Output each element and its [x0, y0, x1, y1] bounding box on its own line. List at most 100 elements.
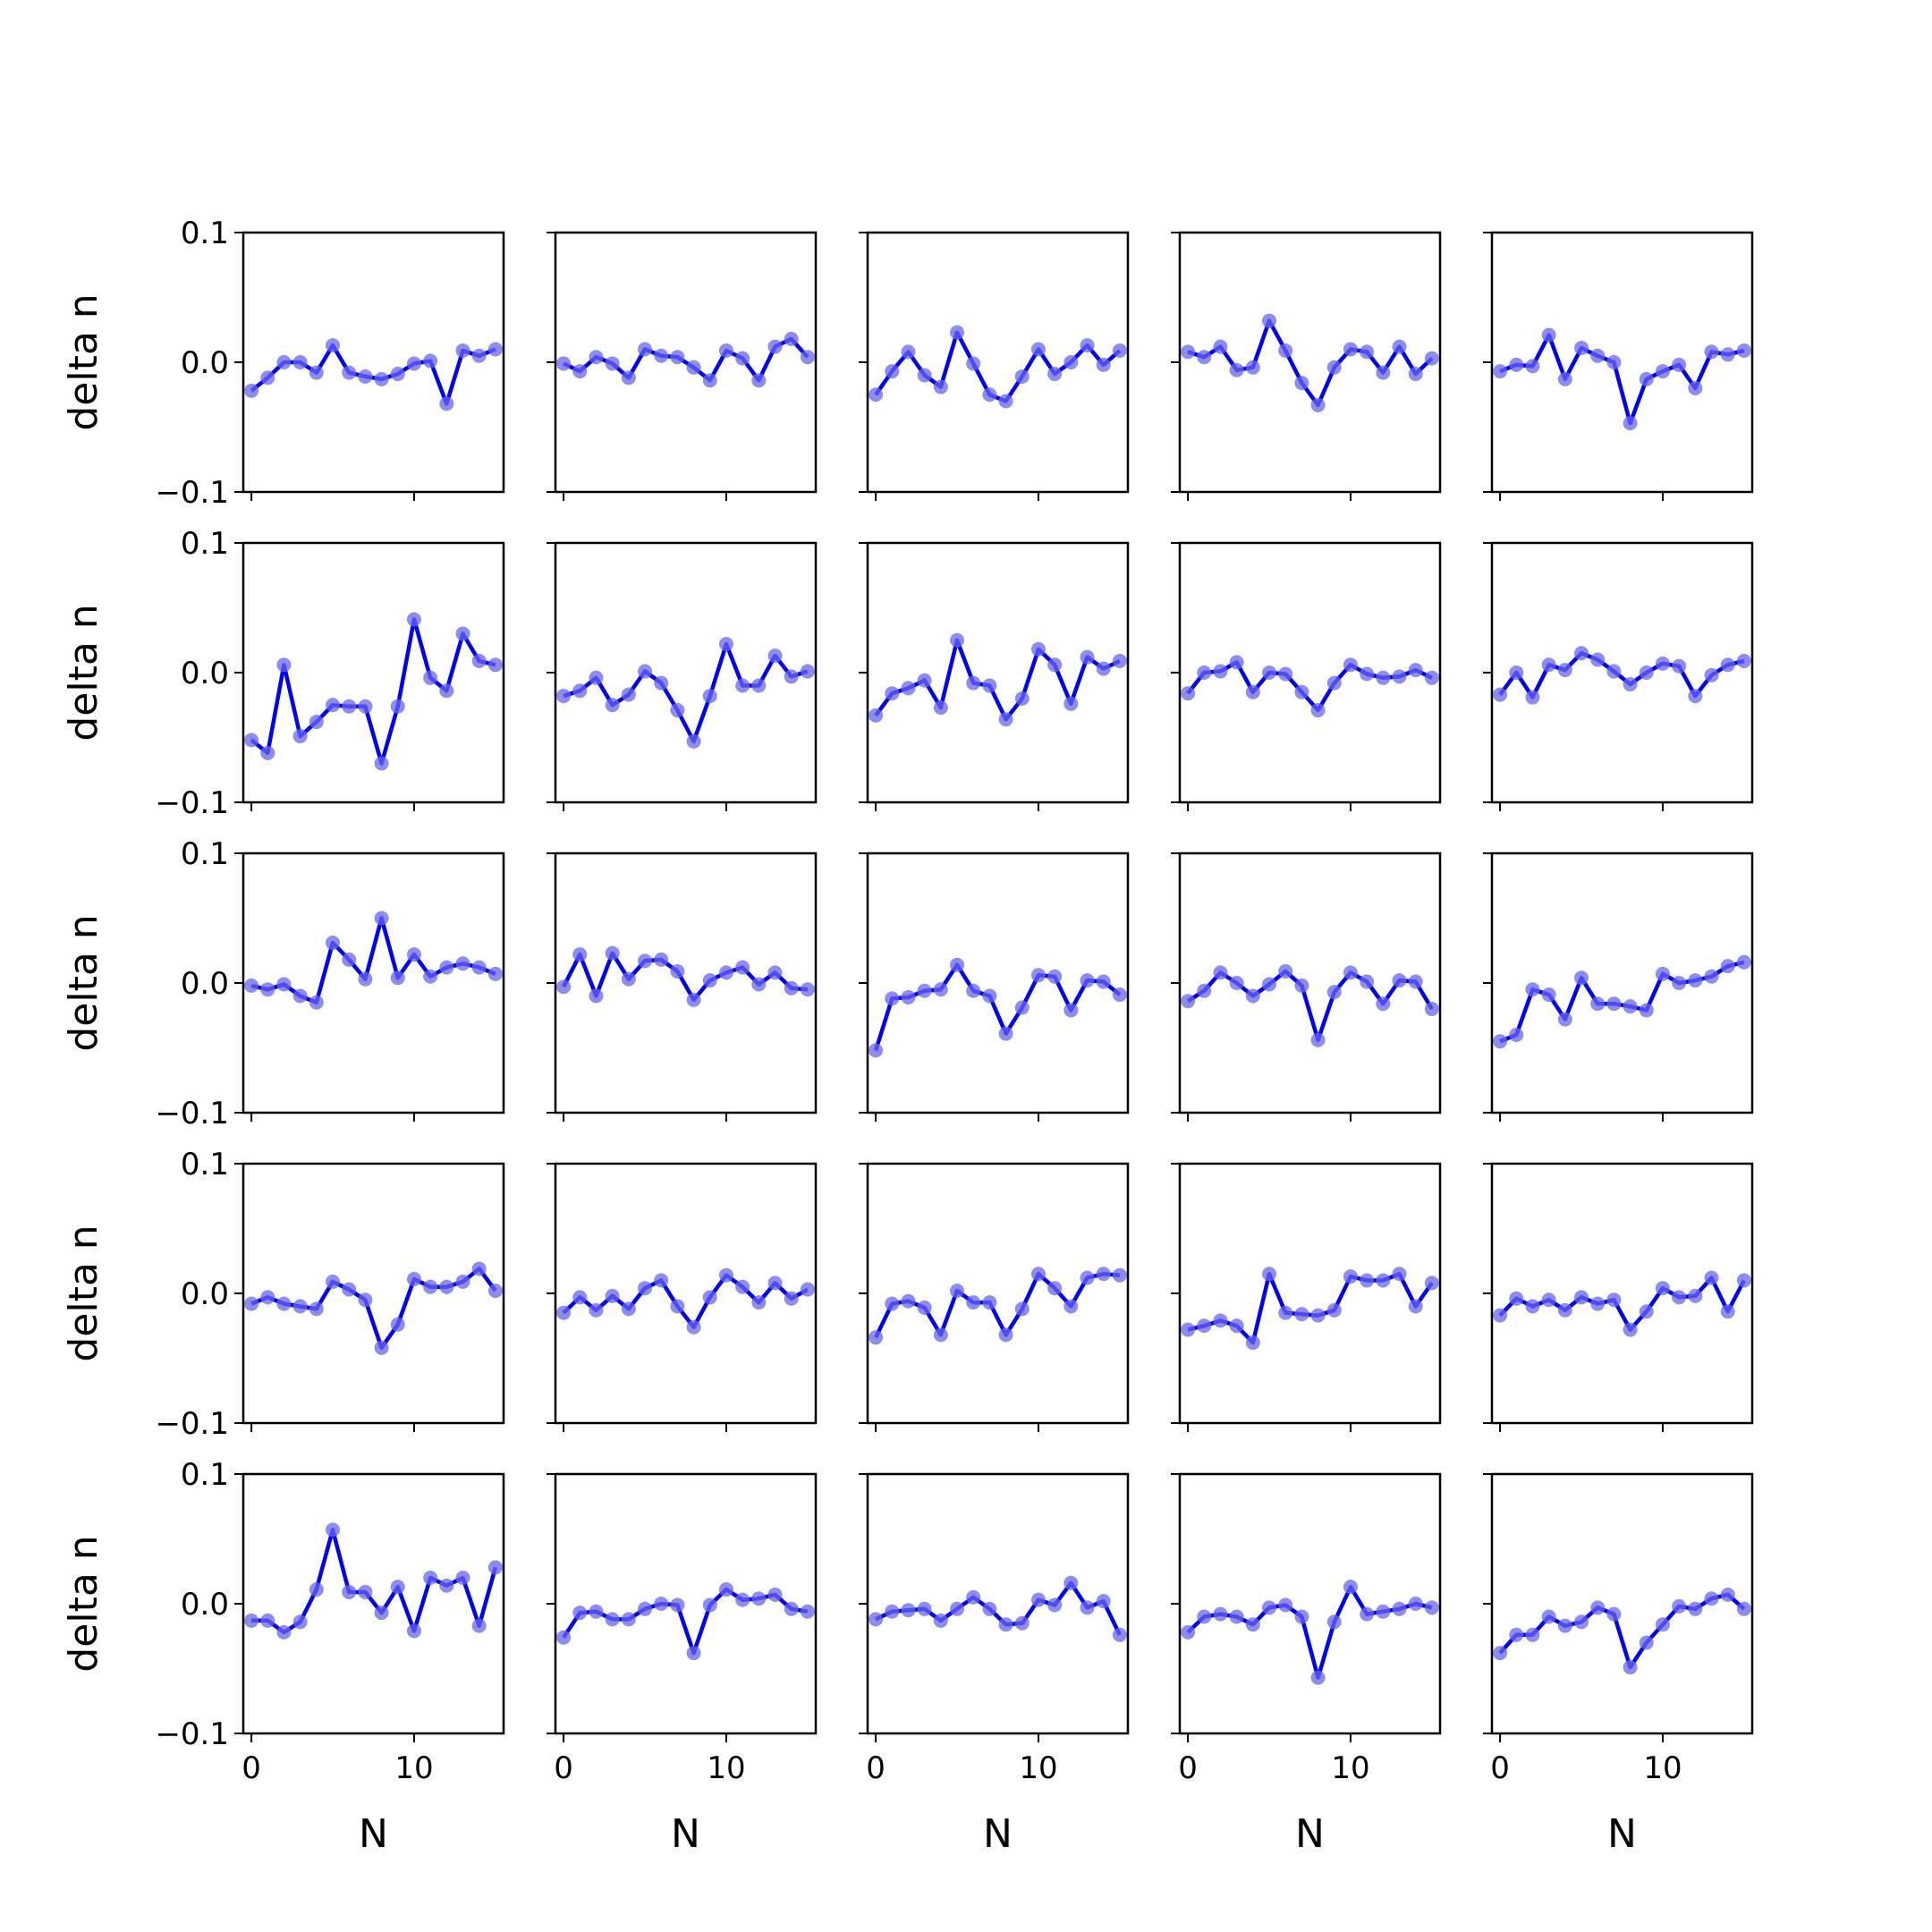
data-point: [784, 1291, 799, 1306]
data-point: [1493, 1034, 1508, 1049]
subplot-r3-c5: [1483, 852, 1754, 1122]
data-point: [572, 1606, 588, 1621]
data-point: [342, 365, 357, 380]
data-point: [1672, 658, 1687, 674]
series-line: [1186, 1584, 1433, 1680]
data-point: [767, 1587, 783, 1602]
data-point: [1014, 369, 1030, 384]
data-point: [390, 699, 405, 714]
data-point: [1181, 994, 1196, 1009]
data-point: [751, 1591, 767, 1606]
data-point: [1376, 670, 1391, 685]
data-point: [309, 1582, 324, 1597]
data-point: [1590, 1296, 1606, 1311]
data-point: [390, 1317, 405, 1332]
data-point: [1704, 1270, 1719, 1285]
series-line: [873, 962, 1122, 1052]
data-point: [1197, 1318, 1212, 1334]
data-point: [1096, 974, 1111, 989]
data-point: [292, 729, 308, 744]
data-point: [784, 980, 799, 996]
axes-frame: [1178, 231, 1442, 494]
series-line: [1498, 651, 1745, 699]
data-point: [917, 368, 932, 383]
data-point: [751, 977, 767, 992]
data-point: [767, 648, 783, 664]
x-tick-label: 0: [1178, 1750, 1198, 1786]
data-point: [1181, 344, 1196, 360]
data-point: [1590, 348, 1606, 363]
data-point: [1704, 969, 1719, 984]
data-point: [1197, 665, 1212, 680]
subplot-r1-c2: [547, 231, 818, 501]
data-point: [1655, 1617, 1670, 1632]
data-point: [966, 1589, 981, 1605]
data-point: [621, 370, 636, 386]
data-point: [751, 373, 767, 388]
data-point: [1326, 360, 1342, 375]
y-tick-label: 0.0: [181, 1587, 229, 1623]
data-point: [1493, 364, 1508, 379]
data-point: [950, 957, 965, 972]
data-point: [1574, 646, 1589, 661]
data-point: [605, 698, 620, 713]
data-point: [901, 989, 916, 1004]
subplot-r1-c4: [1171, 231, 1442, 501]
data-point: [1112, 343, 1127, 358]
data-point: [374, 911, 389, 926]
series-line: [250, 617, 496, 766]
data-point: [702, 1597, 717, 1613]
series-line: [1498, 1592, 1746, 1670]
data-point: [1278, 666, 1293, 682]
data-point: [1262, 1267, 1277, 1282]
axes-frame: [866, 1472, 1130, 1735]
series-line: [874, 330, 1122, 403]
data-point: [1606, 664, 1622, 679]
data-point: [950, 632, 965, 648]
data-point: [1574, 970, 1589, 986]
x-tick-label: 0: [1490, 1750, 1510, 1786]
data-point: [1278, 1305, 1293, 1320]
data-point: [1080, 1600, 1095, 1615]
data-point: [982, 988, 997, 1004]
data-point: [1408, 1299, 1423, 1314]
data-point: [1720, 1587, 1735, 1602]
data-point: [1063, 696, 1079, 711]
data-point: [869, 1043, 884, 1058]
data-point: [342, 952, 357, 967]
data-point: [423, 1279, 438, 1294]
data-point: [1541, 327, 1556, 343]
data-point: [1262, 977, 1277, 992]
data-point: [487, 1284, 503, 1299]
data-point: [1688, 1288, 1703, 1303]
data-point: [1181, 1322, 1196, 1337]
x-tick-label: 0: [866, 1750, 886, 1786]
data-point: [1262, 313, 1277, 328]
data-point: [1557, 371, 1572, 386]
data-point: [1392, 339, 1407, 354]
data-point: [638, 664, 653, 679]
series-line: [1498, 1275, 1746, 1332]
subplot-r1-c3: [859, 231, 1130, 501]
data-point: [1424, 1600, 1439, 1615]
data-point: [390, 970, 405, 986]
data-point: [638, 953, 653, 969]
data-point: [260, 1613, 275, 1628]
data-point: [718, 1267, 733, 1283]
data-point: [735, 678, 750, 693]
y-tick-label: 0.0: [181, 966, 229, 1002]
data-point: [1213, 664, 1228, 679]
x-axis-label: N: [1607, 1811, 1637, 1857]
y-axis-label: delta n: [61, 914, 106, 1051]
data-point: [1294, 978, 1309, 993]
data-point: [276, 657, 292, 673]
data-point: [917, 673, 932, 688]
data-point: [374, 1340, 389, 1355]
data-point: [1704, 344, 1719, 360]
y-tick-label: 0.0: [181, 345, 229, 381]
data-point: [1688, 689, 1703, 704]
y-tick-label: 0.1: [181, 836, 229, 872]
data-point: [1080, 1270, 1095, 1285]
data-point: [1294, 376, 1309, 391]
data-point: [374, 371, 389, 386]
